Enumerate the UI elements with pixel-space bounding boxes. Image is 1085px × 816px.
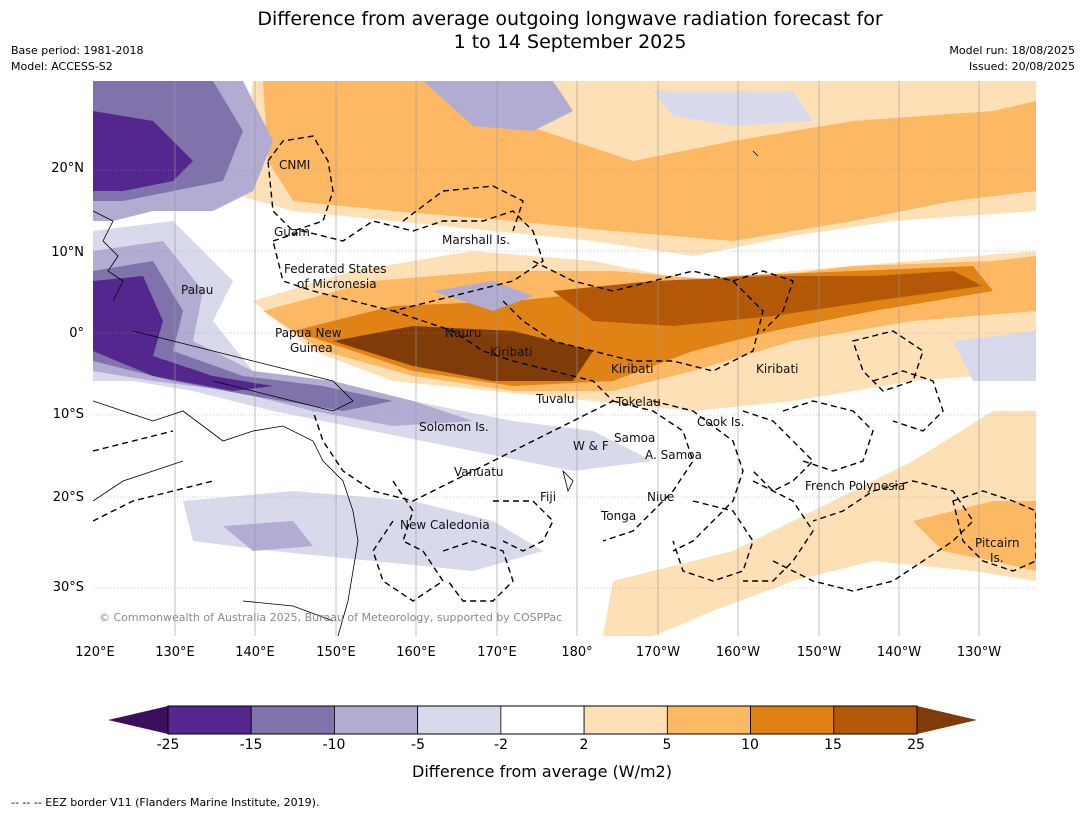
lon-label-120e: 120°E: [75, 645, 115, 660]
region-label-kiribati-west: Kiribati: [490, 345, 533, 359]
region-label-tonga: Tonga: [601, 509, 637, 523]
colorbar: [108, 705, 977, 735]
region-label-solomon: Solomon Is.: [419, 420, 489, 434]
lon-label-150w: 150°W: [796, 645, 842, 660]
lon-label-170e: 170°E: [477, 645, 517, 660]
colorbar-segment: [833, 705, 918, 735]
region-label-kiribati-central: Kiribati: [611, 362, 654, 376]
region-label-cnmi: CNMI: [279, 158, 311, 172]
colorbar-extend-low: [108, 706, 168, 734]
colorbar-segment: [417, 705, 502, 735]
region-label-palau: Palau: [181, 283, 214, 297]
lon-label-130w: 130°W: [956, 645, 1002, 660]
colorbar-label: Difference from average (W/m2): [412, 762, 672, 781]
lon-label-160e: 160°E: [396, 645, 436, 660]
colorbar-segments: [167, 705, 918, 735]
region-label-png-line1: Papua New: [275, 326, 342, 340]
base-period: Base period: 1981-2018: [11, 44, 144, 57]
colorbar-segment: [583, 705, 668, 735]
colorbar-tick: 2: [579, 737, 589, 753]
region-label-fiji: Fiji: [540, 490, 557, 504]
colorbar-tick: -25: [156, 737, 180, 753]
region-label-new-caledonia: New Caledonia: [400, 518, 490, 532]
region-label-vanuatu: Vanuatu: [454, 465, 504, 479]
region-label-guam: Guam: [274, 225, 310, 239]
eez-borders: [93, 135, 1036, 602]
colorbar-tick: -10: [322, 737, 346, 753]
colorbar-tick: -5: [411, 737, 425, 753]
lat-label-20n: 20°N: [51, 161, 84, 176]
colorbar-segment: [334, 705, 419, 735]
region-label-nauru: Nauru: [445, 326, 482, 340]
region-label-french-polynesia: French Polynesia: [805, 479, 906, 493]
region-label-wallis-futuna: W & F: [573, 439, 609, 453]
colorbar-segment: [500, 705, 585, 735]
region-label-american-samoa: A. Samoa: [645, 448, 702, 462]
region-label-fsm-line1: Federated States: [284, 262, 387, 276]
region-label-pitcairn-line1: Pitcairn: [975, 536, 1020, 550]
lat-label-30s: 30°S: [52, 580, 84, 595]
colorbar-tick: -15: [239, 737, 263, 753]
title-line-1: Difference from average outgoing longwav…: [257, 8, 883, 30]
colorbar-tick: 15: [824, 737, 842, 753]
region-label-tokelau: Tokelau: [616, 395, 661, 409]
anomaly-fills: [93, 81, 1036, 636]
lat-label-equator: 0°: [69, 326, 84, 341]
title-line-2: 1 to 14 September 2025: [453, 31, 687, 53]
map-canvas: [93, 81, 1036, 636]
lat-label-20s: 20°S: [52, 490, 84, 505]
lon-label-140e: 140°E: [235, 645, 275, 660]
colorbar-segment: [666, 705, 751, 735]
olr-anomaly-map: CNMI Guam Marshall Is. Federated States …: [93, 81, 1036, 636]
region-label-cook: Cook Is.: [697, 415, 745, 429]
model-run: Model run: 18/08/2025: [949, 44, 1075, 57]
lon-label-160w: 160°W: [715, 645, 761, 660]
colorbar-segment: [167, 705, 252, 735]
colorbar-tick: -2: [494, 737, 508, 753]
graticule: [93, 81, 1036, 636]
coastlines: [93, 150, 759, 636]
region-label-png-line2: Guinea: [290, 341, 333, 355]
colorbar-extend-high: [917, 706, 977, 734]
colorbar-tick: 25: [907, 737, 925, 753]
region-label-pitcairn-line2: Is.: [990, 551, 1004, 565]
eez-footnote: -- -- -- EEZ border V11 (Flanders Marine…: [11, 796, 320, 809]
region-label-marshall: Marshall Is.: [442, 233, 510, 247]
lat-label-10s: 10°S: [52, 407, 84, 422]
copyright-notice: © Commonwealth of Australia 2025, Bureau…: [99, 611, 563, 624]
issued-date: Issued: 20/08/2025: [968, 60, 1075, 73]
colorbar-segment: [250, 705, 335, 735]
lat-label-10n: 10°N: [51, 245, 84, 260]
model-name: Model: ACCESS-S2: [11, 60, 113, 73]
colorbar-tick: 5: [662, 737, 672, 753]
lon-label-140w: 140°W: [876, 645, 922, 660]
region-label-niue: Niue: [647, 490, 675, 504]
region-label-kiribati-east: Kiribati: [756, 362, 799, 376]
lon-label-150e: 150°E: [316, 645, 356, 660]
lon-label-130e: 130°E: [155, 645, 195, 660]
lon-label-170w: 170°W: [635, 645, 681, 660]
region-label-tuvalu: Tuvalu: [536, 392, 575, 406]
region-label-fsm-line2: of Micronesia: [297, 277, 377, 291]
colorbar-segment: [750, 705, 835, 735]
colorbar-tick: 10: [741, 737, 759, 753]
region-label-samoa: Samoa: [614, 431, 656, 445]
lon-label-180: 180°: [561, 645, 593, 660]
